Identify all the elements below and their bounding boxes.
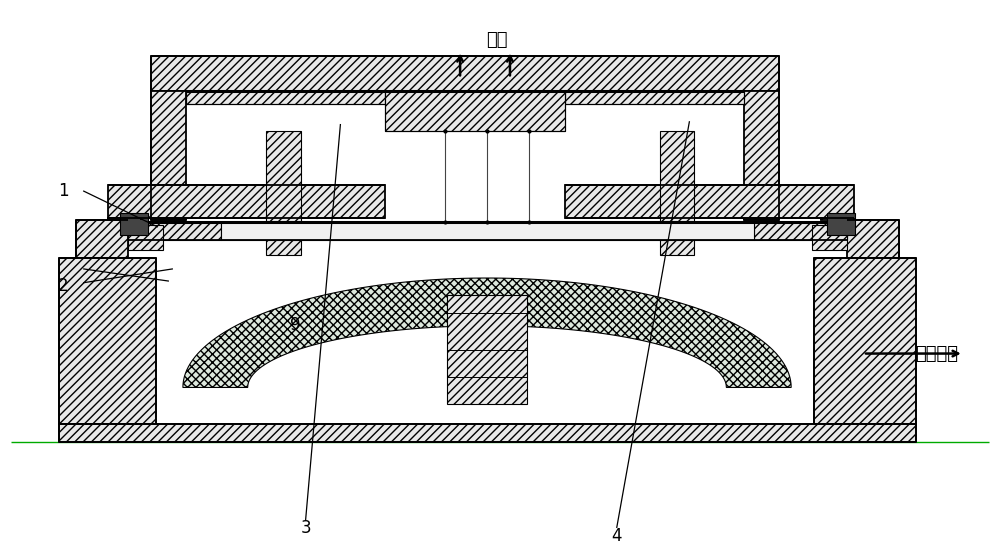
Polygon shape bbox=[183, 278, 791, 388]
Polygon shape bbox=[151, 56, 779, 91]
Polygon shape bbox=[151, 91, 186, 220]
Polygon shape bbox=[754, 222, 847, 240]
Polygon shape bbox=[59, 258, 156, 424]
Text: 9: 9 bbox=[290, 316, 301, 334]
Polygon shape bbox=[108, 185, 385, 218]
Polygon shape bbox=[120, 213, 148, 235]
Polygon shape bbox=[266, 130, 301, 255]
Polygon shape bbox=[76, 220, 128, 258]
Text: 3: 3 bbox=[300, 519, 311, 537]
Text: 1: 1 bbox=[58, 182, 69, 200]
Polygon shape bbox=[447, 295, 527, 404]
Polygon shape bbox=[821, 218, 854, 220]
Polygon shape bbox=[186, 91, 385, 104]
Text: 环境大气: 环境大气 bbox=[915, 344, 958, 362]
Polygon shape bbox=[660, 130, 694, 255]
Polygon shape bbox=[565, 185, 854, 218]
Polygon shape bbox=[128, 225, 163, 250]
Polygon shape bbox=[814, 258, 916, 424]
Polygon shape bbox=[812, 225, 847, 250]
Polygon shape bbox=[565, 91, 744, 104]
Text: 4: 4 bbox=[611, 528, 622, 545]
Polygon shape bbox=[108, 218, 141, 220]
Polygon shape bbox=[59, 424, 916, 442]
Polygon shape bbox=[128, 222, 221, 240]
Polygon shape bbox=[744, 91, 779, 220]
Text: 大气: 大气 bbox=[486, 31, 508, 49]
Text: 2: 2 bbox=[58, 277, 69, 295]
Polygon shape bbox=[827, 213, 855, 235]
Polygon shape bbox=[385, 91, 565, 130]
Polygon shape bbox=[847, 220, 899, 258]
Polygon shape bbox=[221, 222, 754, 240]
